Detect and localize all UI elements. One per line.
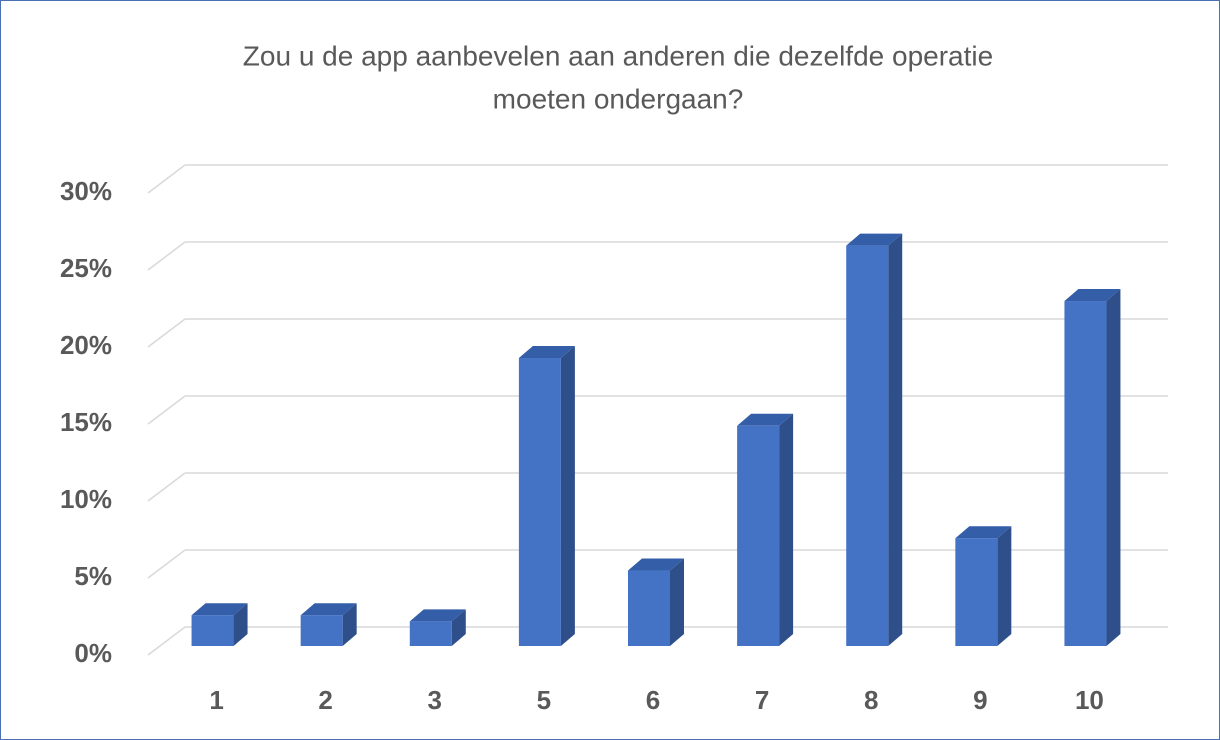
- grid-line-diagonal: [147, 626, 186, 656]
- bar-top: [191, 603, 248, 616]
- bar-side: [779, 413, 794, 646]
- y-tick-label: 0%: [74, 638, 112, 668]
- y-tick-label: 20%: [60, 330, 112, 360]
- bar: [846, 245, 889, 646]
- grid-line-diagonal: [147, 472, 186, 502]
- grid-line-diagonal: [147, 549, 186, 579]
- y-tick-label: 10%: [60, 484, 112, 514]
- grid-line-diagonal: [147, 395, 186, 425]
- bar-top: [846, 233, 903, 246]
- bar: [300, 615, 343, 646]
- x-tick-label: 1: [209, 685, 223, 715]
- bar-top: [409, 609, 466, 622]
- x-tick-label: 3: [428, 685, 442, 715]
- x-tick-label: 9: [973, 685, 987, 715]
- bar-side: [342, 603, 357, 646]
- bar-top: [737, 413, 794, 426]
- bar-side: [997, 526, 1012, 646]
- bar-top: [300, 603, 357, 616]
- y-tick-label: 25%: [60, 253, 112, 283]
- bar-side: [451, 609, 466, 646]
- y-tick-label: 15%: [60, 407, 112, 437]
- bar-side: [560, 346, 575, 646]
- x-tick-label: 5: [537, 685, 551, 715]
- x-tick-label: 7: [755, 685, 769, 715]
- chart-title: Zou u de app aanbevelen aan anderen die …: [243, 40, 993, 71]
- y-tick-label: 30%: [60, 176, 112, 206]
- bar-side: [888, 233, 903, 646]
- bar: [955, 538, 998, 646]
- x-tick-label: 6: [646, 685, 660, 715]
- grid-line-diagonal: [147, 164, 186, 194]
- bar: [737, 425, 780, 646]
- bar: [409, 621, 452, 646]
- bar: [628, 570, 670, 646]
- bar-side: [1106, 289, 1121, 646]
- y-tick-label: 5%: [74, 561, 112, 591]
- bar: [191, 615, 234, 646]
- bar-top: [955, 526, 1012, 539]
- bar: [518, 358, 561, 646]
- bar-side: [233, 603, 248, 646]
- bar-top: [1064, 289, 1121, 302]
- bar-top: [518, 346, 575, 359]
- x-tick-label: 10: [1075, 685, 1104, 715]
- grid-line-diagonal: [147, 318, 186, 348]
- grid-line-diagonal: [147, 241, 186, 271]
- chart-title: moeten ondergaan?: [493, 83, 744, 114]
- bar: [1064, 301, 1107, 646]
- x-tick-label: 2: [318, 685, 332, 715]
- x-tick-label: 8: [864, 685, 878, 715]
- bar-top: [628, 558, 684, 571]
- bar-side: [670, 558, 684, 646]
